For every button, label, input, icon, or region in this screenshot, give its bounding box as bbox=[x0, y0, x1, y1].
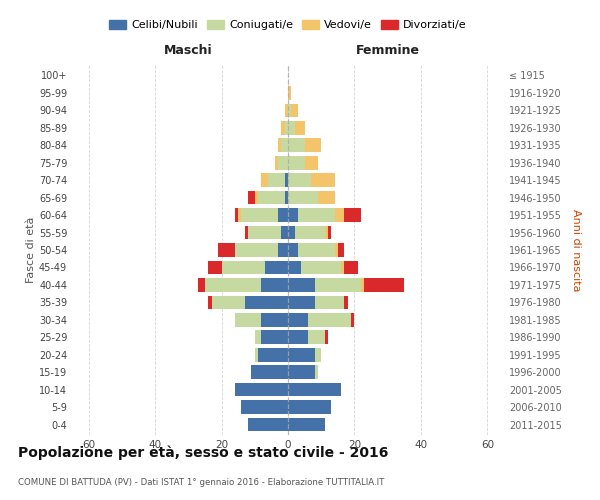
Bar bbox=[245, 226, 248, 239]
Bar bbox=[235, 383, 288, 396]
Bar bbox=[288, 400, 331, 414]
Bar bbox=[344, 260, 358, 274]
Bar bbox=[314, 296, 344, 309]
Bar bbox=[325, 330, 328, 344]
Bar bbox=[344, 296, 348, 309]
Bar bbox=[258, 191, 284, 204]
Bar bbox=[288, 278, 314, 291]
Bar bbox=[288, 191, 318, 204]
Bar bbox=[245, 296, 288, 309]
Bar bbox=[288, 86, 292, 100]
Bar bbox=[314, 348, 321, 362]
Bar bbox=[281, 121, 284, 134]
Bar bbox=[364, 278, 404, 291]
Bar bbox=[284, 121, 288, 134]
Bar bbox=[288, 383, 341, 396]
Bar bbox=[208, 260, 221, 274]
Bar bbox=[292, 104, 298, 117]
Bar bbox=[262, 174, 268, 187]
Bar bbox=[298, 208, 335, 222]
Bar bbox=[308, 330, 325, 344]
Bar bbox=[248, 226, 281, 239]
Bar bbox=[221, 260, 265, 274]
Bar bbox=[328, 226, 331, 239]
Bar bbox=[288, 243, 298, 257]
Bar bbox=[288, 348, 314, 362]
Bar bbox=[301, 260, 341, 274]
Bar bbox=[218, 243, 235, 257]
Bar bbox=[278, 208, 288, 222]
Bar bbox=[318, 191, 335, 204]
Bar bbox=[335, 243, 338, 257]
Bar bbox=[344, 208, 361, 222]
Bar bbox=[255, 330, 262, 344]
Bar bbox=[284, 104, 288, 117]
Bar bbox=[281, 226, 288, 239]
Bar bbox=[255, 191, 258, 204]
Bar bbox=[205, 278, 262, 291]
Text: COMUNE DI BATTUDA (PV) - Dati ISTAT 1° gennaio 2016 - Elaborazione TUTTITALIA.IT: COMUNE DI BATTUDA (PV) - Dati ISTAT 1° g… bbox=[18, 478, 385, 487]
Bar bbox=[288, 366, 314, 379]
Bar bbox=[298, 243, 335, 257]
Text: Femmine: Femmine bbox=[356, 44, 419, 57]
Bar bbox=[235, 313, 262, 326]
Bar bbox=[241, 208, 278, 222]
Bar bbox=[235, 243, 278, 257]
Bar bbox=[278, 156, 288, 170]
Bar bbox=[361, 278, 364, 291]
Bar bbox=[281, 138, 288, 152]
Bar bbox=[314, 278, 361, 291]
Bar bbox=[288, 156, 305, 170]
Bar bbox=[275, 156, 278, 170]
Bar bbox=[325, 226, 328, 239]
Bar bbox=[265, 260, 288, 274]
Bar bbox=[278, 243, 288, 257]
Bar bbox=[248, 191, 255, 204]
Bar bbox=[235, 208, 238, 222]
Bar bbox=[288, 418, 325, 432]
Text: Maschi: Maschi bbox=[164, 44, 212, 57]
Bar bbox=[288, 208, 298, 222]
Bar bbox=[305, 138, 321, 152]
Bar bbox=[341, 260, 344, 274]
Bar bbox=[308, 313, 351, 326]
Bar bbox=[212, 296, 245, 309]
Bar bbox=[258, 348, 288, 362]
Bar bbox=[314, 366, 318, 379]
Bar bbox=[262, 278, 288, 291]
Legend: Celibi/Nubili, Coniugati/e, Vedovi/e, Divorziati/e: Celibi/Nubili, Coniugati/e, Vedovi/e, Di… bbox=[105, 15, 471, 34]
Bar bbox=[278, 138, 281, 152]
Bar bbox=[338, 243, 344, 257]
Bar bbox=[284, 191, 288, 204]
Bar bbox=[262, 330, 288, 344]
Bar bbox=[284, 174, 288, 187]
Bar bbox=[288, 104, 292, 117]
Bar bbox=[288, 313, 308, 326]
Bar bbox=[268, 174, 284, 187]
Bar bbox=[311, 174, 335, 187]
Bar bbox=[295, 121, 305, 134]
Bar bbox=[288, 226, 295, 239]
Bar bbox=[248, 418, 288, 432]
Bar bbox=[288, 260, 301, 274]
Bar bbox=[351, 313, 355, 326]
Bar bbox=[288, 121, 295, 134]
Bar bbox=[288, 174, 311, 187]
Bar bbox=[198, 278, 205, 291]
Bar bbox=[262, 313, 288, 326]
Bar bbox=[288, 138, 305, 152]
Bar bbox=[238, 208, 241, 222]
Y-axis label: Anni di nascita: Anni di nascita bbox=[571, 209, 581, 291]
Bar bbox=[335, 208, 344, 222]
Bar bbox=[305, 156, 318, 170]
Bar bbox=[251, 366, 288, 379]
Y-axis label: Fasce di età: Fasce di età bbox=[26, 217, 36, 283]
Bar bbox=[295, 226, 325, 239]
Bar bbox=[241, 400, 288, 414]
Text: Popolazione per età, sesso e stato civile - 2016: Popolazione per età, sesso e stato civil… bbox=[18, 446, 388, 460]
Bar bbox=[255, 348, 258, 362]
Bar bbox=[208, 296, 212, 309]
Bar bbox=[288, 296, 314, 309]
Bar bbox=[288, 330, 308, 344]
